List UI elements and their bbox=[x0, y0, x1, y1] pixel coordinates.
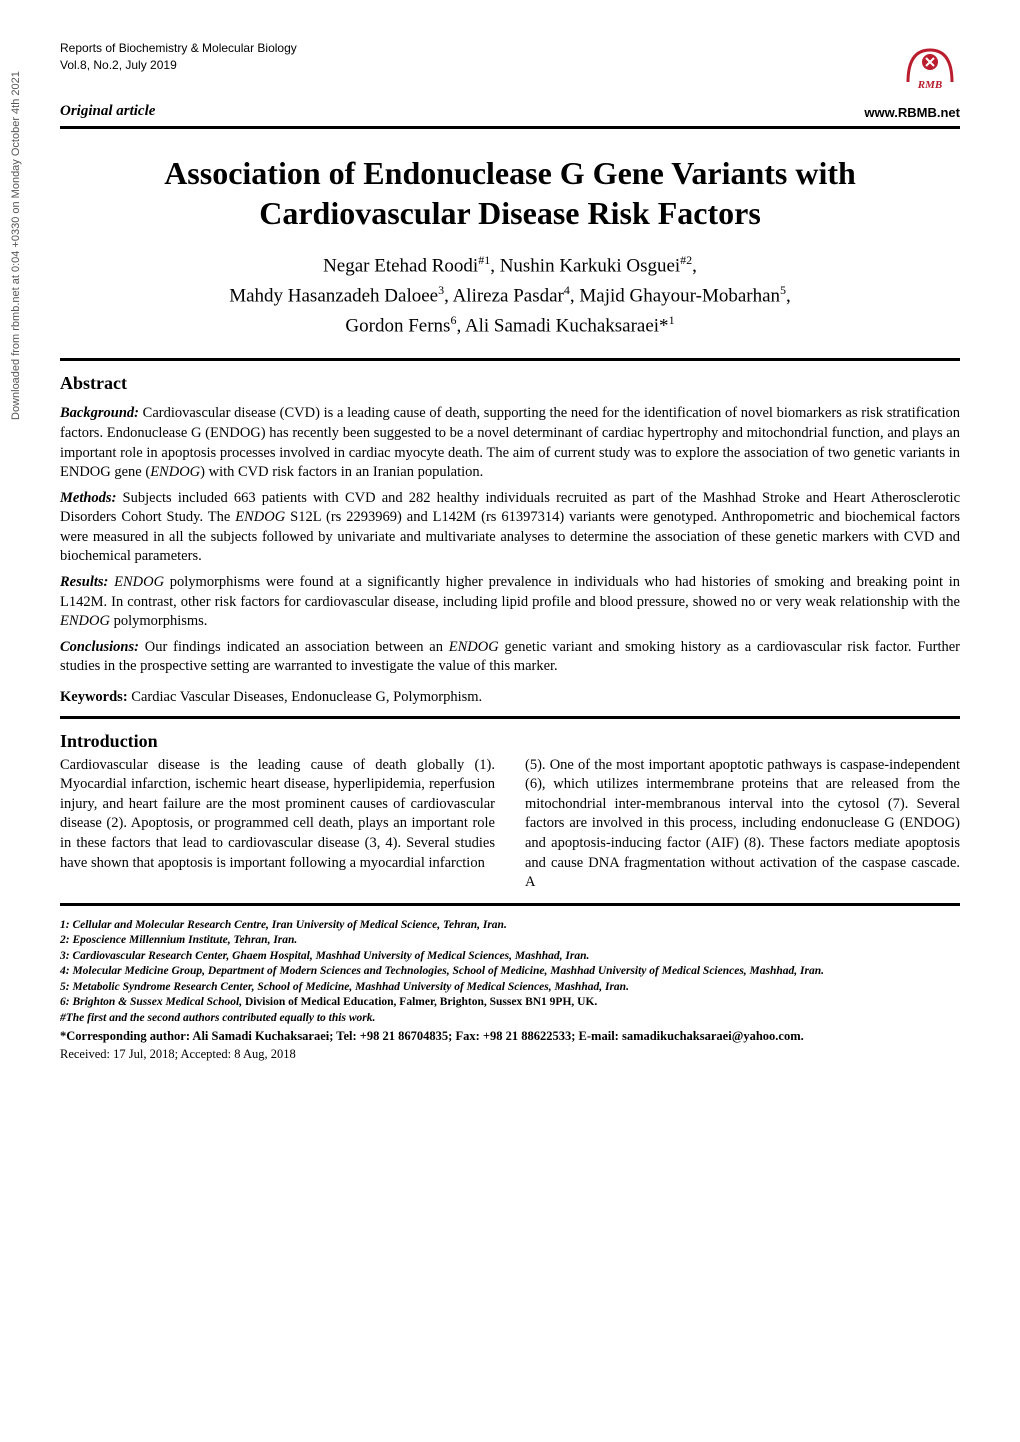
journal-issue: Vol.8, No.2, July 2019 bbox=[60, 57, 297, 74]
keywords-text: Cardiac Vascular Diseases, Endonuclease … bbox=[131, 689, 482, 705]
results-text: ENDOG polymorphisms were found at a sign… bbox=[60, 574, 960, 629]
results-label: Results: bbox=[60, 574, 108, 590]
affiliation-3: 3: Cardiovascular Research Center, Ghaem… bbox=[60, 949, 960, 965]
abstract-background: Background: Cardiovascular disease (CVD)… bbox=[60, 404, 960, 482]
background-text: Cardiovascular disease (CVD) is a leadin… bbox=[60, 405, 960, 480]
footer-rule bbox=[60, 903, 960, 906]
abstract-bottom-rule bbox=[60, 716, 960, 719]
intro-col-2: (5). One of the most important apoptotic… bbox=[525, 756, 960, 893]
header: Reports of Biochemistry & Molecular Biol… bbox=[60, 40, 960, 95]
abstract-conclusions: Conclusions: Our findings indicated an a… bbox=[60, 638, 960, 677]
header-row: Original article www.RBMB.net bbox=[60, 103, 960, 120]
journal-info: Reports of Biochemistry & Molecular Biol… bbox=[60, 40, 297, 74]
received-accepted: Received: 17 Jul, 2018; Accepted: 8 Aug,… bbox=[60, 1046, 960, 1064]
abstract-top-rule bbox=[60, 358, 960, 361]
download-watermark: Downloaded from rbmb.net at 0:04 +0330 o… bbox=[10, 71, 22, 420]
abstract-body: Background: Cardiovascular disease (CVD)… bbox=[60, 404, 960, 676]
logo-area: RMB bbox=[900, 40, 960, 95]
article-type: Original article bbox=[60, 103, 155, 120]
affiliations: 1: Cellular and Molecular Research Centr… bbox=[60, 918, 960, 1027]
header-rule bbox=[60, 126, 960, 129]
journal-logo-icon: RMB bbox=[900, 40, 960, 90]
methods-label: Methods: bbox=[60, 490, 116, 506]
authors-list: Negar Etehad Roodi#1, Nushin Karkuki Osg… bbox=[60, 251, 960, 340]
svg-text:RMB: RMB bbox=[917, 79, 942, 90]
affiliation-6: 6: Brighton & Sussex Medical School, Div… bbox=[60, 995, 960, 1011]
keywords-label: Keywords: bbox=[60, 689, 128, 705]
journal-name: Reports of Biochemistry & Molecular Biol… bbox=[60, 40, 297, 57]
keywords: Keywords: Cardiac Vascular Diseases, End… bbox=[60, 689, 960, 706]
intro-col-1: Cardiovascular disease is the leading ca… bbox=[60, 756, 495, 893]
affiliation-1: 1: Cellular and Molecular Research Centr… bbox=[60, 918, 960, 934]
affiliation-4: 4: Molecular Medicine Group, Department … bbox=[60, 964, 960, 980]
website-url: www.RBMB.net bbox=[864, 105, 960, 120]
background-label: Background: bbox=[60, 405, 139, 421]
equal-contribution: #The first and the second authors contri… bbox=[60, 1011, 960, 1027]
affiliation-5: 5: Metabolic Syndrome Research Center, S… bbox=[60, 980, 960, 996]
affiliation-2: 2: Eposcience Millennium Institute, Tehr… bbox=[60, 933, 960, 949]
abstract-results: Results: ENDOG polymorphisms were found … bbox=[60, 573, 960, 632]
introduction-body: Cardiovascular disease is the leading ca… bbox=[60, 756, 960, 893]
abstract-methods: Methods: Subjects included 663 patients … bbox=[60, 489, 960, 567]
corresponding-author: *Corresponding author: Ali Samadi Kuchak… bbox=[60, 1028, 960, 1046]
introduction-heading: Introduction bbox=[60, 731, 960, 752]
methods-text: Subjects included 663 patients with CVD … bbox=[60, 490, 960, 565]
abstract-heading: Abstract bbox=[60, 373, 960, 394]
conclusions-text: Our findings indicated an association be… bbox=[60, 639, 960, 675]
conclusions-label: Conclusions: bbox=[60, 639, 139, 655]
article-title: Association of Endonuclease G Gene Varia… bbox=[60, 153, 960, 233]
